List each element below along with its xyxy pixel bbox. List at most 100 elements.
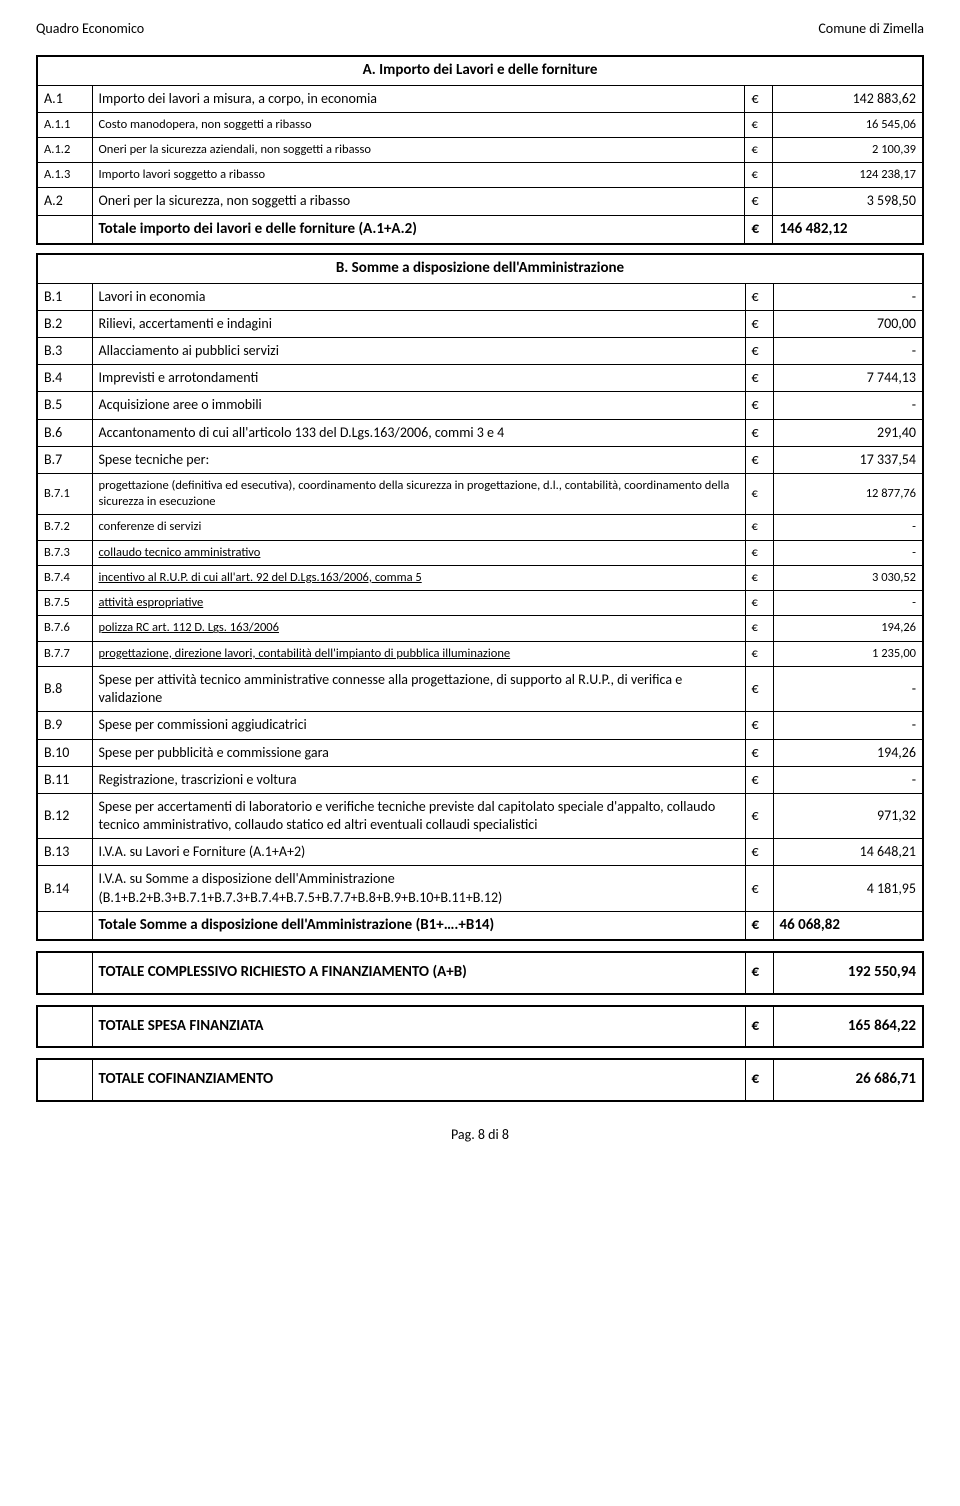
section-b-row-val: 194,26: [773, 739, 923, 766]
section-b-row-cur: €: [745, 641, 773, 666]
table-row: B.3Allacciamento ai pubblici servizi€-: [37, 338, 923, 365]
table-row: B.12Spese per accertamenti di laboratori…: [37, 793, 923, 838]
section-b-row-code: B.7.1: [37, 473, 92, 515]
section-b-row-val: 194,26: [773, 616, 923, 641]
section-b-row-val: 14 648,21: [773, 839, 923, 866]
section-b-row-val: -: [773, 392, 923, 419]
section-a-row-cur: €: [745, 188, 773, 215]
section-b-row-val: -: [773, 540, 923, 565]
section-b-row-desc: Spese per pubblicità e commissione gara: [92, 739, 745, 766]
section-b-total-cur: €: [745, 911, 773, 940]
section-b-row-cur: €: [745, 616, 773, 641]
grand-total-blank: [37, 952, 92, 994]
section-b-row-code: B.13: [37, 839, 92, 866]
section-b-row-desc: Spese per commissioni aggiudicatrici: [92, 712, 745, 739]
section-a-row-desc: Costo manodopera, non soggetti a ribasso: [92, 112, 745, 137]
section-b-total-val: 46 068,82: [773, 911, 923, 940]
section-a-title-row: A. Importo dei Lavori e delle forniture: [37, 56, 923, 85]
grand-total-desc: TOTALE COMPLESSIVO RICHIESTO A FINANZIAM…: [92, 952, 745, 994]
section-a-total-val: 146 482,12: [773, 215, 923, 244]
grand-total-table: TOTALE COFINANZIAMENTO€26 686,71: [36, 1058, 924, 1102]
section-a-row-code: A.2: [37, 188, 92, 215]
section-b-row-desc: I.V.A. su Lavori e Forniture (A.1+A+2): [92, 839, 745, 866]
section-a-row-val: 124 238,17: [773, 163, 923, 188]
section-b-row-code: B.10: [37, 739, 92, 766]
section-b-title: B. Somme a disposizione dell'Amministraz…: [37, 254, 923, 283]
table-row: B.7.7progettazione, direzione lavori, co…: [37, 641, 923, 666]
table-row: B.9Spese per commissioni aggiudicatrici€…: [37, 712, 923, 739]
section-b-row-desc: Spese tecniche per:: [92, 446, 745, 473]
table-row: B.13I.V.A. su Lavori e Forniture (A.1+A+…: [37, 839, 923, 866]
table-row: B.7.5attività espropriative€-: [37, 591, 923, 616]
section-b-title-row: B. Somme a disposizione dell'Amministraz…: [37, 254, 923, 283]
section-b-row-val: 12 877,76: [773, 473, 923, 515]
section-b-row-cur: €: [745, 392, 773, 419]
section-b-row-code: B.5: [37, 392, 92, 419]
header-right: Comune di Zimella: [818, 20, 924, 37]
section-a-row-cur: €: [745, 85, 773, 112]
section-b-total-desc: Totale Somme a disposizione dell'Amminis…: [92, 911, 745, 940]
section-b-row-cur: €: [745, 540, 773, 565]
section-b-row-desc: Spese per accertamenti di laboratorio e …: [92, 793, 745, 838]
section-b-row-cur: €: [745, 446, 773, 473]
table-row: B.7.6polizza RC art. 112 D. Lgs. 163/200…: [37, 616, 923, 641]
section-b-row-desc: conferenze di servizi: [92, 515, 745, 540]
section-a-row-cur: €: [745, 163, 773, 188]
section-a-row-val: 3 598,50: [773, 188, 923, 215]
section-a-row-code: A.1.1: [37, 112, 92, 137]
grand-total-cur: €: [745, 1059, 773, 1101]
section-b-row-desc: I.V.A. su Somme a disposizione dell'Ammi…: [92, 866, 745, 911]
section-b-row-code: B.7.2: [37, 515, 92, 540]
section-a-row-desc: Importo dei lavori a misura, a corpo, in…: [92, 85, 745, 112]
section-b-row-desc: Imprevisti e arrotondamenti: [92, 365, 745, 392]
grand-total-table: TOTALE COMPLESSIVO RICHIESTO A FINANZIAM…: [36, 951, 924, 995]
table-row: A.1Importo dei lavori a misura, a corpo,…: [37, 85, 923, 112]
section-b-row-desc: Allacciamento ai pubblici servizi: [92, 338, 745, 365]
table-row: B.5Acquisizione aree o immobili€-: [37, 392, 923, 419]
grand-total-row: TOTALE SPESA FINANZIATA€165 864,22: [37, 1006, 923, 1048]
section-a-row-val: 142 883,62: [773, 85, 923, 112]
section-b-row-val: -: [773, 666, 923, 711]
table-row: B.7.1progettazione (definitiva ed esecut…: [37, 473, 923, 515]
grand-total-val: 26 686,71: [773, 1059, 923, 1101]
table-row: B.7.2conferenze di servizi€-: [37, 515, 923, 540]
table-section-a: A. Importo dei Lavori e delle forniture …: [36, 55, 924, 245]
section-b-row-cur: €: [745, 739, 773, 766]
section-b-row-cur: €: [745, 666, 773, 711]
section-a-row-val: 2 100,39: [773, 137, 923, 162]
section-b-row-desc: Acquisizione aree o immobili: [92, 392, 745, 419]
section-a-row-desc: Oneri per la sicurezza, non soggetti a r…: [92, 188, 745, 215]
section-b-row-desc: attività espropriative: [92, 591, 745, 616]
header-left: Quadro Economico: [36, 20, 144, 37]
section-b-row-val: -: [773, 766, 923, 793]
section-b-row-desc: progettazione, direzione lavori, contabi…: [92, 641, 745, 666]
total-code-blank: [37, 215, 92, 244]
grand-total-cur: €: [745, 1006, 773, 1048]
section-a-row-code: A.1.2: [37, 137, 92, 162]
table-row: B.6Accantonamento di cui all'articolo 13…: [37, 419, 923, 446]
section-b-row-code: B.7.6: [37, 616, 92, 641]
section-b-row-val: 17 337,54: [773, 446, 923, 473]
grand-total-val: 192 550,94: [773, 952, 923, 994]
table-row: B.14I.V.A. su Somme a disposizione dell'…: [37, 866, 923, 911]
section-b-row-desc: polizza RC art. 112 D. Lgs. 163/2006: [92, 616, 745, 641]
table-row: B.2Rilievi, accertamenti e indagini€700,…: [37, 310, 923, 337]
grand-totals: TOTALE COMPLESSIVO RICHIESTO A FINANZIAM…: [36, 951, 924, 1102]
section-b-row-code: B.11: [37, 766, 92, 793]
section-b-row-val: 1 235,00: [773, 641, 923, 666]
section-a-row-cur: €: [745, 112, 773, 137]
section-b-row-desc: collaudo tecnico amministrativo: [92, 540, 745, 565]
table-row: B.7Spese tecniche per:€17 337,54: [37, 446, 923, 473]
section-b-row-desc: Accantonamento di cui all'articolo 133 d…: [92, 419, 745, 446]
table-row: A.1.1Costo manodopera, non soggetti a ri…: [37, 112, 923, 137]
grand-total-blank: [37, 1006, 92, 1048]
section-b-row-cur: €: [745, 515, 773, 540]
section-b-row-code: B.9: [37, 712, 92, 739]
section-b-row-val: -: [773, 515, 923, 540]
grand-total-desc: TOTALE SPESA FINANZIATA: [92, 1006, 745, 1048]
table-row: B.7.4incentivo al R.U.P. di cui all'art.…: [37, 565, 923, 590]
section-b-row-code: B.3: [37, 338, 92, 365]
section-b-row-val: -: [773, 591, 923, 616]
section-a-total-desc: Totale importo dei lavori e delle fornit…: [92, 215, 745, 244]
section-b-row-code: B.7: [37, 446, 92, 473]
